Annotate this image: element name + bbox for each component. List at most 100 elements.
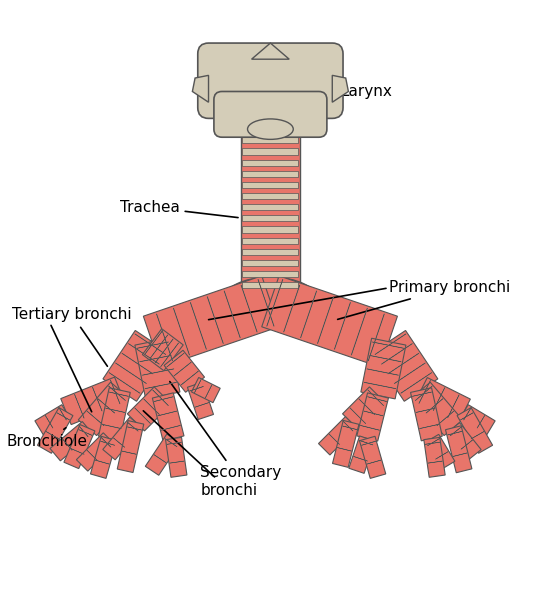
Polygon shape bbox=[181, 371, 199, 385]
Polygon shape bbox=[165, 438, 177, 447]
Polygon shape bbox=[78, 382, 129, 435]
Polygon shape bbox=[243, 171, 298, 177]
Polygon shape bbox=[415, 386, 432, 401]
Polygon shape bbox=[102, 424, 121, 429]
Polygon shape bbox=[419, 381, 430, 404]
Polygon shape bbox=[64, 424, 95, 469]
Polygon shape bbox=[189, 387, 203, 391]
Polygon shape bbox=[128, 344, 159, 364]
Polygon shape bbox=[59, 407, 66, 420]
Polygon shape bbox=[61, 377, 125, 424]
Polygon shape bbox=[144, 399, 159, 415]
Polygon shape bbox=[118, 421, 144, 472]
Polygon shape bbox=[135, 334, 166, 354]
Polygon shape bbox=[329, 434, 339, 444]
Polygon shape bbox=[243, 193, 298, 199]
Polygon shape bbox=[251, 43, 289, 59]
Text: Bronchiole: Bronchiole bbox=[7, 428, 88, 449]
Polygon shape bbox=[375, 334, 406, 354]
Polygon shape bbox=[108, 386, 126, 401]
Polygon shape bbox=[190, 302, 207, 350]
Polygon shape bbox=[412, 392, 431, 396]
Polygon shape bbox=[156, 314, 172, 361]
Polygon shape bbox=[411, 388, 442, 441]
Text: Secondary
bronchi: Secondary bronchi bbox=[170, 382, 282, 498]
Polygon shape bbox=[317, 297, 333, 344]
Polygon shape bbox=[388, 353, 419, 374]
Polygon shape bbox=[127, 387, 171, 431]
Polygon shape bbox=[361, 441, 376, 445]
Polygon shape bbox=[428, 438, 440, 446]
Polygon shape bbox=[243, 148, 298, 154]
Polygon shape bbox=[381, 344, 412, 364]
Polygon shape bbox=[38, 407, 73, 454]
Polygon shape bbox=[87, 450, 97, 461]
Polygon shape bbox=[360, 426, 380, 430]
Polygon shape bbox=[457, 407, 493, 454]
Polygon shape bbox=[127, 427, 142, 430]
Polygon shape bbox=[436, 452, 448, 459]
Polygon shape bbox=[367, 369, 399, 375]
Polygon shape bbox=[283, 285, 300, 332]
Polygon shape bbox=[101, 441, 115, 445]
Polygon shape bbox=[170, 461, 184, 463]
Polygon shape bbox=[106, 408, 125, 413]
Polygon shape bbox=[194, 379, 201, 393]
Polygon shape bbox=[90, 437, 117, 478]
Polygon shape bbox=[87, 411, 104, 426]
Polygon shape bbox=[243, 271, 298, 277]
Polygon shape bbox=[144, 276, 279, 367]
Polygon shape bbox=[152, 393, 184, 441]
Polygon shape bbox=[372, 342, 404, 348]
Polygon shape bbox=[425, 434, 455, 469]
Polygon shape bbox=[160, 343, 178, 367]
Polygon shape bbox=[92, 387, 102, 411]
Polygon shape bbox=[367, 396, 387, 402]
Polygon shape bbox=[262, 276, 398, 367]
Polygon shape bbox=[471, 432, 484, 439]
Polygon shape bbox=[367, 460, 381, 464]
Polygon shape bbox=[369, 355, 401, 362]
Polygon shape bbox=[137, 342, 169, 348]
Polygon shape bbox=[174, 308, 190, 355]
Polygon shape bbox=[103, 417, 142, 460]
Polygon shape bbox=[453, 453, 467, 457]
Polygon shape bbox=[334, 302, 350, 350]
Polygon shape bbox=[78, 426, 88, 437]
Polygon shape bbox=[35, 405, 70, 435]
Polygon shape bbox=[205, 385, 212, 398]
Polygon shape bbox=[241, 285, 257, 332]
Text: Larynx: Larynx bbox=[292, 84, 392, 99]
Polygon shape bbox=[155, 339, 173, 363]
Polygon shape bbox=[158, 411, 177, 416]
Polygon shape bbox=[460, 405, 495, 435]
Polygon shape bbox=[110, 380, 120, 404]
Polygon shape bbox=[154, 455, 166, 463]
Polygon shape bbox=[243, 260, 298, 266]
Polygon shape bbox=[143, 369, 174, 375]
Polygon shape bbox=[463, 407, 471, 420]
Polygon shape bbox=[46, 432, 59, 439]
Polygon shape bbox=[318, 416, 357, 455]
Polygon shape bbox=[350, 408, 366, 424]
Polygon shape bbox=[372, 331, 438, 401]
Polygon shape bbox=[63, 439, 72, 451]
Polygon shape bbox=[343, 387, 387, 431]
Polygon shape bbox=[364, 382, 396, 389]
Polygon shape bbox=[241, 134, 300, 291]
Polygon shape bbox=[461, 440, 473, 449]
Polygon shape bbox=[361, 338, 406, 399]
Polygon shape bbox=[258, 279, 274, 326]
Polygon shape bbox=[243, 226, 298, 233]
Polygon shape bbox=[98, 398, 115, 413]
Polygon shape bbox=[243, 204, 298, 210]
Polygon shape bbox=[359, 440, 373, 445]
Ellipse shape bbox=[222, 277, 319, 325]
Polygon shape bbox=[267, 279, 283, 326]
Polygon shape bbox=[343, 426, 357, 430]
Polygon shape bbox=[243, 215, 298, 221]
Polygon shape bbox=[448, 431, 462, 435]
FancyBboxPatch shape bbox=[198, 43, 343, 119]
Polygon shape bbox=[415, 378, 471, 424]
Polygon shape bbox=[332, 75, 348, 102]
